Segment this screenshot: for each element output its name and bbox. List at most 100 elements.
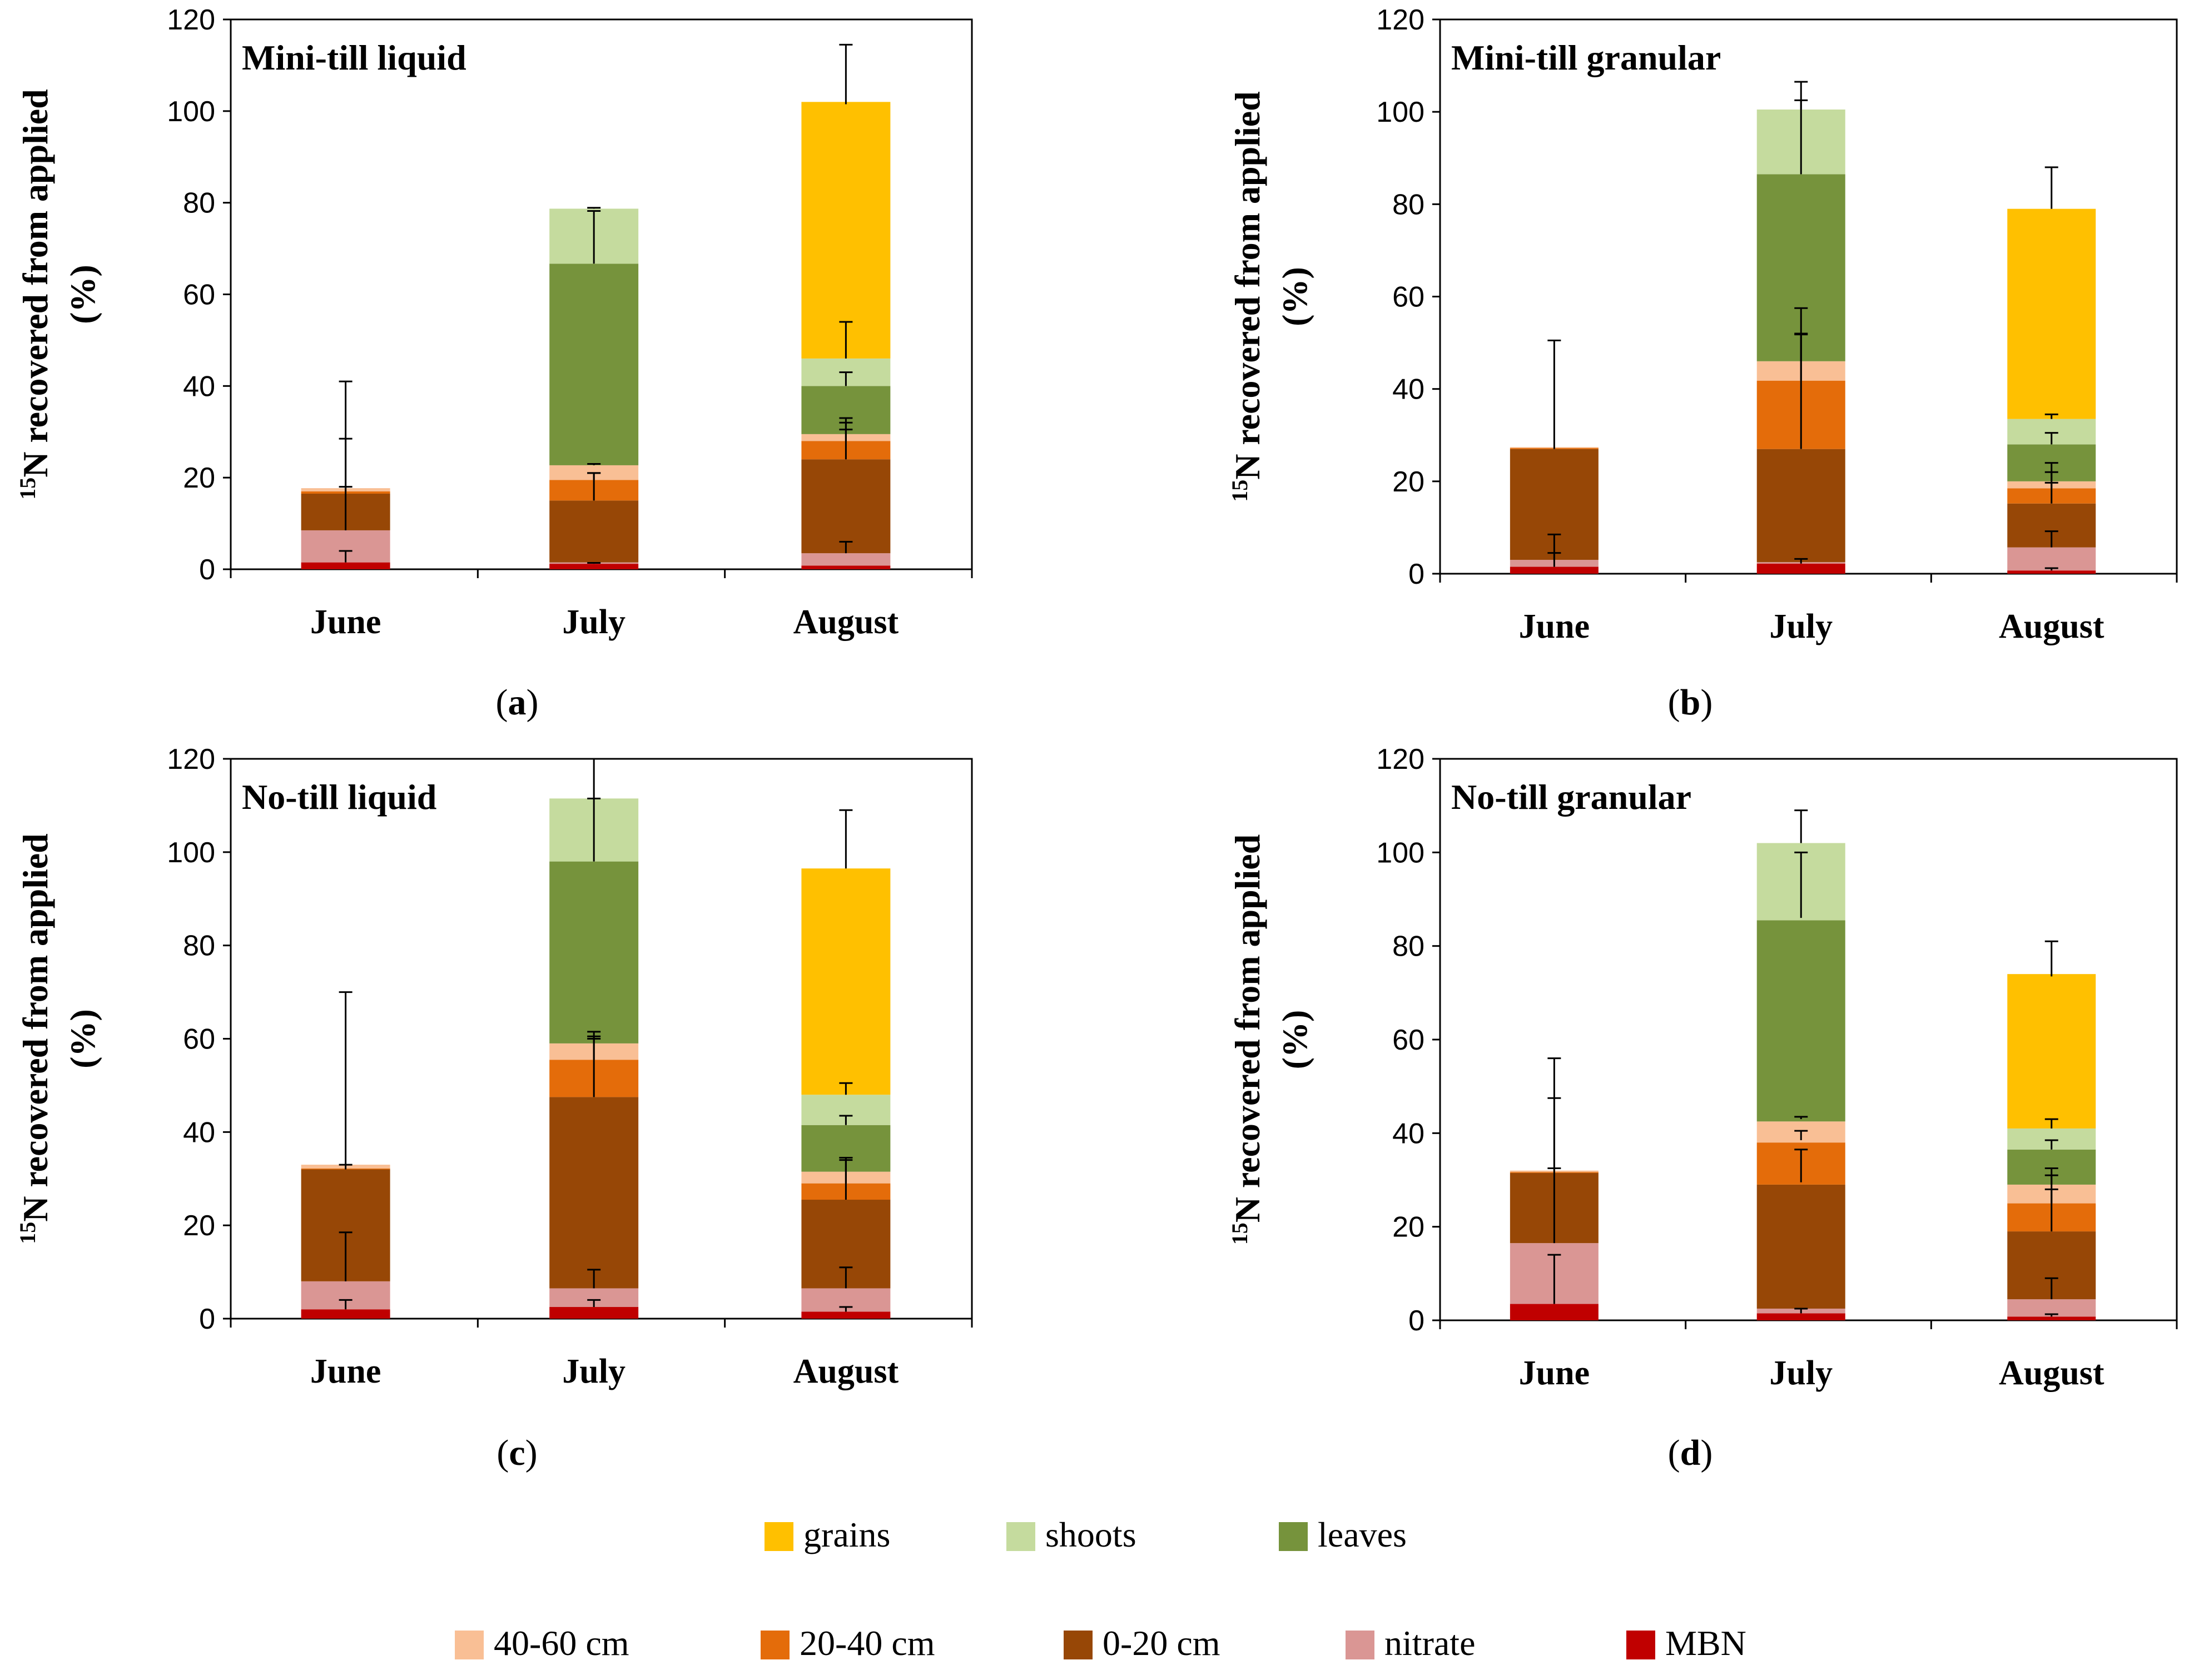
y-axis-title: 15N recovered from applied: [1227, 91, 1267, 502]
bar-segment-nitrate-august: [801, 553, 891, 566]
bar-segment-0-20-cm-july: [1756, 449, 1845, 563]
error-bar: [1547, 339, 1561, 449]
panel-title: No-till liquid: [242, 777, 436, 817]
y-tick-label: 120: [1376, 743, 1424, 776]
bar-segment-leaves-july: [1756, 920, 1845, 1122]
error-bar: [839, 371, 853, 386]
error-bar: [1794, 81, 1808, 110]
error-bar: [1794, 851, 1808, 918]
error-bar: [1794, 307, 1808, 361]
legend-label-d20_40: 20-40 cm: [800, 1623, 935, 1663]
x-category-label: July: [1769, 608, 1833, 645]
error-bar: [1794, 558, 1808, 564]
bar-segment-mbn-july: [1756, 1313, 1845, 1320]
y-tick-label: 20: [1392, 466, 1424, 498]
error-bar: [839, 1082, 853, 1095]
panel-title: Mini-till liquid: [242, 38, 466, 77]
error-bar: [587, 1269, 601, 1289]
bar-segment-0-20-cm-july: [549, 1097, 639, 1289]
error-bar: [587, 210, 601, 264]
chart-panel-b: 0 20 40 60 80 100 120 June July August Mini-till g…: [1227, 4, 2178, 723]
y-tick-label: 0: [199, 1303, 215, 1335]
error-bar: [587, 472, 601, 480]
error-bar: [1794, 1308, 1808, 1314]
legend-swatch-shoots: [1006, 1522, 1035, 1551]
y-tick-label: 80: [183, 930, 215, 962]
bar-segment-mbn-august: [2007, 570, 2096, 574]
y-axis-title: 15N recovered from applied: [1227, 834, 1267, 1245]
y-tick-label: 60: [1392, 1024, 1424, 1056]
y-tick-label: 40: [1392, 1117, 1424, 1150]
error-bar: [339, 1231, 353, 1281]
bar-segment-mbn-august: [2007, 1316, 2096, 1320]
error-bar: [1547, 1057, 1561, 1171]
bar-segment-grains-august: [2007, 974, 2096, 1129]
bar-segment-0-20-cm-august: [801, 459, 891, 554]
error-bar: [839, 43, 853, 105]
chart-panel-a: 0 20 40 60 80 100 120 June July August Mini-till l…: [15, 4, 973, 723]
y-axis-title-superscript: 15: [1227, 1222, 1252, 1245]
error-bar: [587, 561, 601, 564]
error-bar: [839, 1115, 853, 1125]
error-bar: [587, 463, 601, 465]
error-bar: [2044, 567, 2058, 571]
legend-swatch-grains: [765, 1522, 793, 1551]
y-tick-label: 80: [1392, 188, 1424, 221]
legend-label-grains: grains: [803, 1515, 890, 1554]
error-bar: [339, 380, 353, 489]
error-bar: [1794, 1149, 1808, 1182]
x-category-label: June: [310, 1353, 381, 1390]
y-axis-title-unit: (%): [63, 1009, 102, 1068]
y-axis-title-superscript: 15: [15, 1222, 40, 1244]
y-tick-label: 0: [1408, 1305, 1424, 1337]
chart-panel-c: 0 20 40 60 80 100 120 June July August No-till liq…: [15, 743, 973, 1473]
x-category-label: August: [1999, 1354, 2104, 1392]
error-bar: [2044, 1139, 2058, 1150]
error-bar: [339, 550, 353, 563]
bar-segment-mbn-august: [801, 565, 891, 569]
error-bar: [839, 1266, 853, 1289]
legend-label-nitrate: nitrate: [1384, 1623, 1475, 1663]
y-axis-title: 15N recovered from applied: [15, 833, 55, 1244]
x-category-label: August: [1999, 608, 2104, 645]
subfigure-label: (c): [497, 1433, 537, 1473]
y-axis-title-superscript: 15: [15, 478, 40, 500]
error-bar: [2044, 1118, 2058, 1129]
panel-title: No-till granular: [1451, 777, 1691, 817]
error-bar: [2044, 166, 2058, 209]
bar-segment-mbn-august: [801, 1311, 891, 1319]
chart-panel-d: 0 20 40 60 80 100 120 June July August No-till gra…: [1227, 743, 2178, 1473]
y-tick-label: 120: [1376, 4, 1424, 36]
bar-segment-grains-august: [801, 868, 891, 1095]
y-axis-title: 15N recovered from applied: [15, 89, 55, 500]
y-tick-label: 0: [1408, 558, 1424, 590]
legend-label-d40_60: 40-60 cm: [494, 1623, 629, 1663]
bar-segment-leaves-july: [549, 264, 639, 465]
legend-swatch-nitrate: [1346, 1631, 1374, 1659]
y-tick-label: 60: [183, 1023, 215, 1056]
y-tick-label: 20: [1392, 1211, 1424, 1244]
y-tick-label: 100: [167, 96, 215, 128]
y-axis-title-unit: (%): [1275, 267, 1314, 326]
x-category-label: June: [1519, 608, 1590, 645]
error-bar: [2044, 413, 2058, 419]
subfigure-label: (b): [1668, 682, 1713, 723]
y-tick-label: 80: [183, 187, 215, 220]
y-tick-label: 40: [183, 1116, 215, 1149]
bar-segment-mbn-june: [301, 1309, 390, 1319]
y-tick-label: 20: [183, 1210, 215, 1242]
legend-swatch-d20_40: [761, 1631, 790, 1659]
error-bar: [2044, 1277, 2058, 1300]
error-bar: [1794, 1130, 1808, 1140]
x-category-label: August: [793, 1353, 899, 1390]
error-bar: [2044, 1167, 2058, 1185]
panel-title: Mini-till granular: [1451, 38, 1721, 77]
legend-swatch-d40_60: [455, 1631, 484, 1659]
error-bar: [1794, 1116, 1808, 1120]
subfigure-label: (d): [1668, 1433, 1713, 1473]
x-category-label: June: [310, 603, 381, 641]
legend-label-shoots: shoots: [1045, 1515, 1136, 1554]
error-bar: [339, 991, 353, 1165]
y-tick-label: 0: [199, 554, 215, 586]
error-bar: [2044, 471, 2058, 481]
